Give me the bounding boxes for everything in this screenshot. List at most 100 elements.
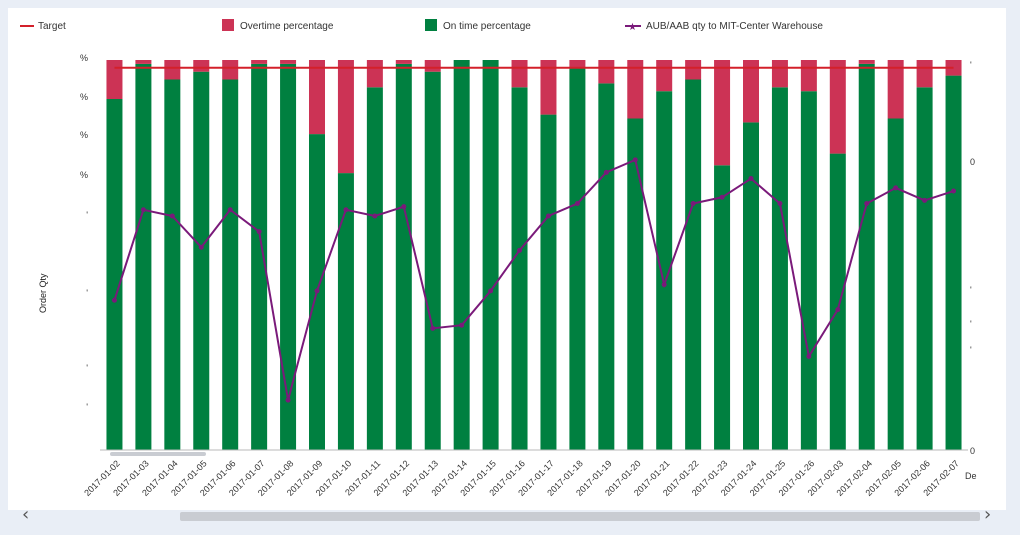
bar-ontime[interactable] <box>685 79 702 451</box>
qty-point[interactable] <box>574 201 580 207</box>
bar-ontime[interactable] <box>858 63 875 451</box>
qty-point[interactable] <box>169 213 175 219</box>
bar-overtime[interactable] <box>251 60 268 64</box>
bar-ontime[interactable] <box>540 114 557 450</box>
bar-overtime[interactable] <box>511 60 528 88</box>
bar-overtime[interactable] <box>395 60 412 64</box>
bar-ontime[interactable] <box>482 60 499 450</box>
bar-ontime[interactable] <box>511 87 528 451</box>
qty-point[interactable] <box>632 157 638 163</box>
qty-point[interactable] <box>401 204 407 210</box>
legend-item-target[interactable]: Target <box>20 21 66 32</box>
bar-overtime[interactable] <box>743 60 759 123</box>
bar-ontime[interactable] <box>743 122 759 451</box>
qty-point[interactable] <box>198 244 204 250</box>
bar-overtime[interactable] <box>685 60 702 80</box>
qty-point[interactable] <box>719 194 725 200</box>
qty-point[interactable] <box>922 197 928 203</box>
bar-overtime[interactable] <box>569 60 586 68</box>
bar-overtime[interactable] <box>540 60 557 115</box>
qty-point[interactable] <box>227 207 233 213</box>
bar-ontime[interactable] <box>656 91 673 450</box>
bar-ontime[interactable] <box>453 60 470 450</box>
bar-overtime[interactable] <box>222 60 239 80</box>
bar-overtime[interactable] <box>771 60 788 88</box>
legend-item-overtime[interactable]: Overtime percentage <box>222 19 334 32</box>
right-tick-label: 0 <box>970 446 975 456</box>
qty-point[interactable] <box>545 213 551 219</box>
left-tick-label: % <box>80 53 88 63</box>
bar-ontime[interactable] <box>251 63 268 451</box>
bar-overtime[interactable] <box>656 60 673 92</box>
legend-item-ontime[interactable]: On time percentage <box>425 19 531 32</box>
horizontal-scrollbar[interactable] <box>180 512 980 521</box>
qty-point[interactable] <box>140 207 146 213</box>
bar-ontime[interactable] <box>395 63 412 451</box>
qty-point[interactable] <box>777 201 783 207</box>
bar-overtime[interactable] <box>598 60 615 84</box>
bar-ontime[interactable] <box>887 118 904 451</box>
bar-overtime[interactable] <box>193 60 210 72</box>
scroll-right-icon[interactable]: › <box>984 504 992 525</box>
bar-overtime[interactable] <box>164 60 181 80</box>
bar-ontime[interactable] <box>916 87 933 451</box>
qty-point[interactable] <box>430 325 436 331</box>
bar-overtime[interactable] <box>337 60 354 174</box>
bar-ontime[interactable] <box>164 79 181 451</box>
bar-overtime[interactable] <box>858 60 875 64</box>
qty-point[interactable] <box>864 201 870 207</box>
qty-point[interactable] <box>517 247 523 253</box>
bar-ontime[interactable] <box>280 63 297 451</box>
qty-point[interactable] <box>285 397 291 403</box>
bar-ontime[interactable] <box>193 71 210 450</box>
qty-point[interactable] <box>314 288 320 294</box>
bar-overtime[interactable] <box>280 60 297 64</box>
bar-ontime[interactable] <box>569 67 586 451</box>
qty-point[interactable] <box>893 185 899 191</box>
bar-overtime[interactable] <box>424 60 441 72</box>
qty-point[interactable] <box>256 229 262 235</box>
qty-point[interactable] <box>488 288 494 294</box>
qty-point[interactable] <box>835 307 841 313</box>
range-slider-handle[interactable] <box>110 452 206 456</box>
qty-point[interactable] <box>603 169 609 175</box>
bar-ontime[interactable] <box>106 99 123 450</box>
bar-ontime[interactable] <box>222 79 239 451</box>
bar-overtime[interactable] <box>309 60 325 135</box>
bar-overtime[interactable] <box>714 60 731 166</box>
bar-ontime[interactable] <box>424 71 441 450</box>
bar-overtime[interactable] <box>887 60 904 119</box>
bar-ontime[interactable] <box>829 153 846 450</box>
bar-ontime[interactable] <box>366 87 383 451</box>
bar-ontime[interactable] <box>627 118 644 451</box>
left-axis-title: Order Qty <box>38 273 48 313</box>
qty-point[interactable] <box>111 297 117 303</box>
scroll-left-icon[interactable]: ‹ <box>22 504 30 525</box>
bar-overtime[interactable] <box>106 60 123 99</box>
legend-item-qty[interactable]: ★ AUB/AAB qty to MIT-Center Warehouse <box>625 21 823 33</box>
qty-point[interactable] <box>806 353 812 359</box>
bar-ontime[interactable] <box>945 75 962 450</box>
legend-overtime-swatch <box>222 19 234 31</box>
qty-point[interactable] <box>661 282 667 288</box>
bar-overtime[interactable] <box>627 60 644 119</box>
bar-overtime[interactable] <box>829 60 846 154</box>
bar-overtime[interactable] <box>916 60 933 88</box>
qty-point[interactable] <box>748 176 754 182</box>
qty-point[interactable] <box>459 322 465 328</box>
bar-overtime[interactable] <box>366 60 383 88</box>
bar-ontime[interactable] <box>800 91 817 450</box>
qty-point[interactable] <box>951 188 957 194</box>
qty-point[interactable] <box>343 207 349 213</box>
bar-ontime[interactable] <box>771 87 788 451</box>
right-tick-label: ' <box>970 345 972 355</box>
qty-point[interactable] <box>372 213 378 219</box>
bar-overtime[interactable] <box>800 60 817 92</box>
combo-chart: Target Overtime percentage On time perce… <box>20 19 977 498</box>
bar-overtime[interactable] <box>135 60 152 64</box>
bar-ontime[interactable] <box>598 83 615 451</box>
bar-ontime[interactable] <box>714 165 731 451</box>
bar-ontime[interactable] <box>135 63 152 451</box>
qty-point[interactable] <box>690 201 696 207</box>
bar-ontime[interactable] <box>337 173 354 450</box>
